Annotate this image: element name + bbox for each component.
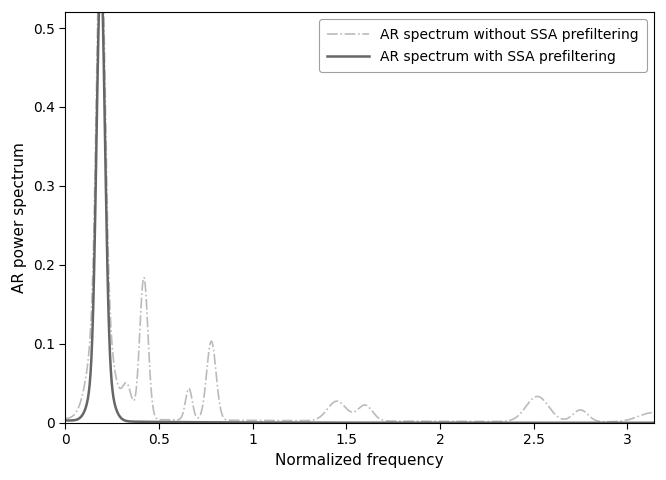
AR spectrum without SSA prefiltering <box>348 409 356 415</box>
AR spectrum with SSA prefiltering <box>91 212 99 217</box>
AR spectrum with SSA prefiltering <box>332 420 340 426</box>
AR spectrum with SSA prefiltering <box>525 420 533 426</box>
Legend: AR spectrum without SSA prefiltering, AR spectrum with SSA prefiltering: AR spectrum without SSA prefiltering, AR… <box>319 19 647 72</box>
Line: AR spectrum with SSA prefiltering: AR spectrum with SSA prefiltering <box>65 0 654 423</box>
AR spectrum without SSA prefiltering <box>332 398 340 404</box>
Y-axis label: AR power spectrum: AR power spectrum <box>12 142 27 293</box>
AR spectrum without SSA prefiltering <box>650 409 658 415</box>
AR spectrum with SSA prefiltering <box>348 420 356 426</box>
AR spectrum without SSA prefiltering <box>633 414 641 420</box>
AR spectrum without SSA prefiltering <box>525 400 533 406</box>
AR spectrum without SSA prefiltering <box>603 419 611 425</box>
Line: AR spectrum without SSA prefiltering: AR spectrum without SSA prefiltering <box>65 0 654 422</box>
X-axis label: Normalized frequency: Normalized frequency <box>275 453 444 468</box>
AR spectrum with SSA prefiltering <box>633 420 641 426</box>
AR spectrum without SSA prefiltering <box>91 158 99 164</box>
AR spectrum with SSA prefiltering <box>633 420 641 426</box>
AR spectrum with SSA prefiltering <box>650 420 658 426</box>
AR spectrum without SSA prefiltering <box>61 416 69 421</box>
AR spectrum without SSA prefiltering <box>633 414 641 420</box>
AR spectrum with SSA prefiltering <box>61 418 69 423</box>
